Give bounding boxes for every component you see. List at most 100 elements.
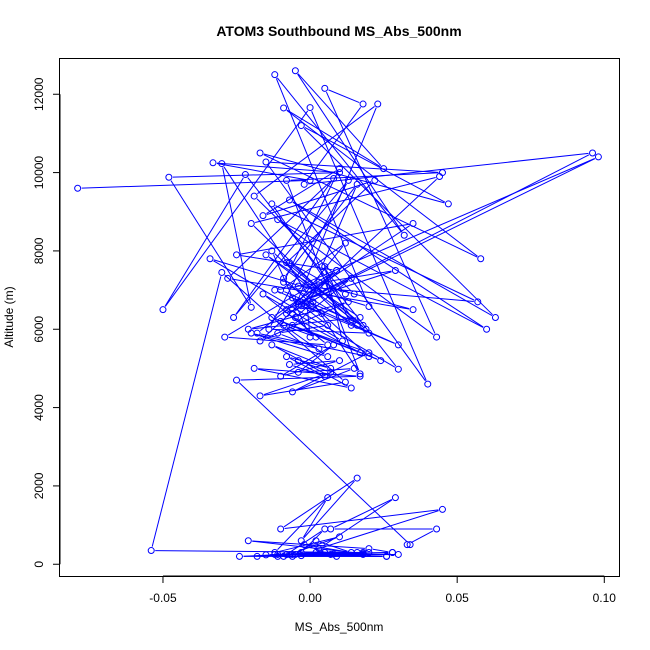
data-point	[321, 372, 329, 380]
series-segment	[272, 254, 309, 334]
data-point	[285, 196, 293, 204]
data-point	[221, 333, 229, 341]
y-axis: 0 2000 4000 6000 8000 10000 12000	[32, 77, 61, 568]
data-point	[159, 306, 167, 314]
series-segment	[295, 354, 366, 391]
y-tick-label: 10000	[32, 156, 46, 190]
data-point	[324, 341, 332, 349]
series-segment	[297, 73, 382, 167]
series-segment	[297, 73, 403, 233]
data-point	[256, 337, 264, 345]
series-segment	[286, 109, 381, 168]
series-segment	[170, 180, 250, 305]
series-segment	[275, 345, 328, 368]
data-point	[206, 255, 214, 263]
data-point	[333, 552, 341, 560]
data-point	[230, 314, 238, 321]
data-point	[288, 321, 296, 329]
data-point	[283, 176, 291, 184]
series-segment	[306, 106, 362, 182]
data-point	[589, 149, 597, 157]
series-segment	[252, 540, 365, 549]
series-segment	[289, 158, 596, 309]
series-segment	[275, 78, 368, 304]
data-point	[265, 325, 273, 333]
series-segment	[263, 302, 345, 340]
series-segment	[289, 154, 590, 309]
series-segment	[304, 306, 319, 313]
data-point	[406, 541, 414, 549]
data-point	[327, 364, 335, 372]
data-point	[288, 388, 296, 396]
series-segment	[164, 177, 244, 307]
series-segment	[277, 500, 326, 550]
y-tick-label: 12000	[32, 77, 46, 111]
series-segment	[319, 541, 348, 552]
data-point	[374, 100, 382, 108]
series-segment	[235, 181, 332, 315]
data-point	[283, 306, 291, 314]
data-point	[235, 552, 243, 560]
data-point	[365, 353, 373, 361]
series-segment	[334, 498, 393, 528]
data-point	[338, 337, 346, 345]
data-point	[312, 549, 320, 556]
series-segment	[155, 550, 365, 553]
data-point	[271, 71, 279, 79]
series-segment	[303, 480, 355, 539]
series-segment	[410, 530, 434, 544]
data-point	[409, 306, 417, 314]
series-segment	[260, 333, 366, 357]
data-point	[350, 364, 358, 372]
series-segment	[266, 170, 337, 214]
series-segment	[278, 270, 392, 290]
series-segment	[328, 89, 360, 103]
data-point	[294, 357, 302, 365]
series-segment	[275, 205, 475, 301]
x-axis-label: MS_Abs_500nm	[295, 620, 384, 634]
data-point	[344, 298, 352, 306]
series-segment	[303, 285, 317, 303]
series-segment	[308, 285, 318, 303]
data-point	[377, 357, 385, 365]
series-segment	[224, 274, 343, 380]
series-segment	[258, 368, 357, 377]
data-point	[291, 67, 299, 75]
series-segment	[222, 167, 251, 304]
data-point	[271, 286, 279, 294]
series-segment	[269, 161, 439, 173]
series-segment	[235, 183, 347, 315]
data-point	[256, 392, 264, 400]
data-point	[324, 353, 332, 361]
data-point	[341, 290, 349, 298]
data-point	[383, 552, 391, 560]
series-segment	[295, 280, 349, 324]
series-segment	[322, 187, 357, 264]
data-point	[394, 341, 402, 349]
series-segment	[292, 201, 493, 316]
data-point	[300, 180, 308, 188]
data-point	[341, 378, 349, 386]
data-point	[74, 184, 82, 192]
data-point	[365, 349, 373, 357]
series-segment	[284, 322, 357, 352]
data-point	[403, 541, 411, 549]
data-point	[327, 368, 335, 376]
data-point	[318, 263, 326, 271]
data-point	[444, 200, 452, 208]
data-point	[294, 282, 302, 290]
data-point	[324, 494, 332, 502]
data-point	[300, 302, 308, 310]
data-point	[341, 239, 349, 247]
data-point	[274, 329, 282, 337]
data-point	[274, 550, 282, 558]
data-point	[388, 549, 396, 556]
series-segment	[216, 163, 307, 181]
data-point	[209, 159, 217, 167]
series-segment	[308, 152, 589, 185]
data-point	[218, 268, 226, 276]
series-segment	[286, 327, 325, 355]
data-point	[477, 255, 485, 263]
data-point	[315, 278, 323, 286]
data-point	[312, 333, 320, 341]
